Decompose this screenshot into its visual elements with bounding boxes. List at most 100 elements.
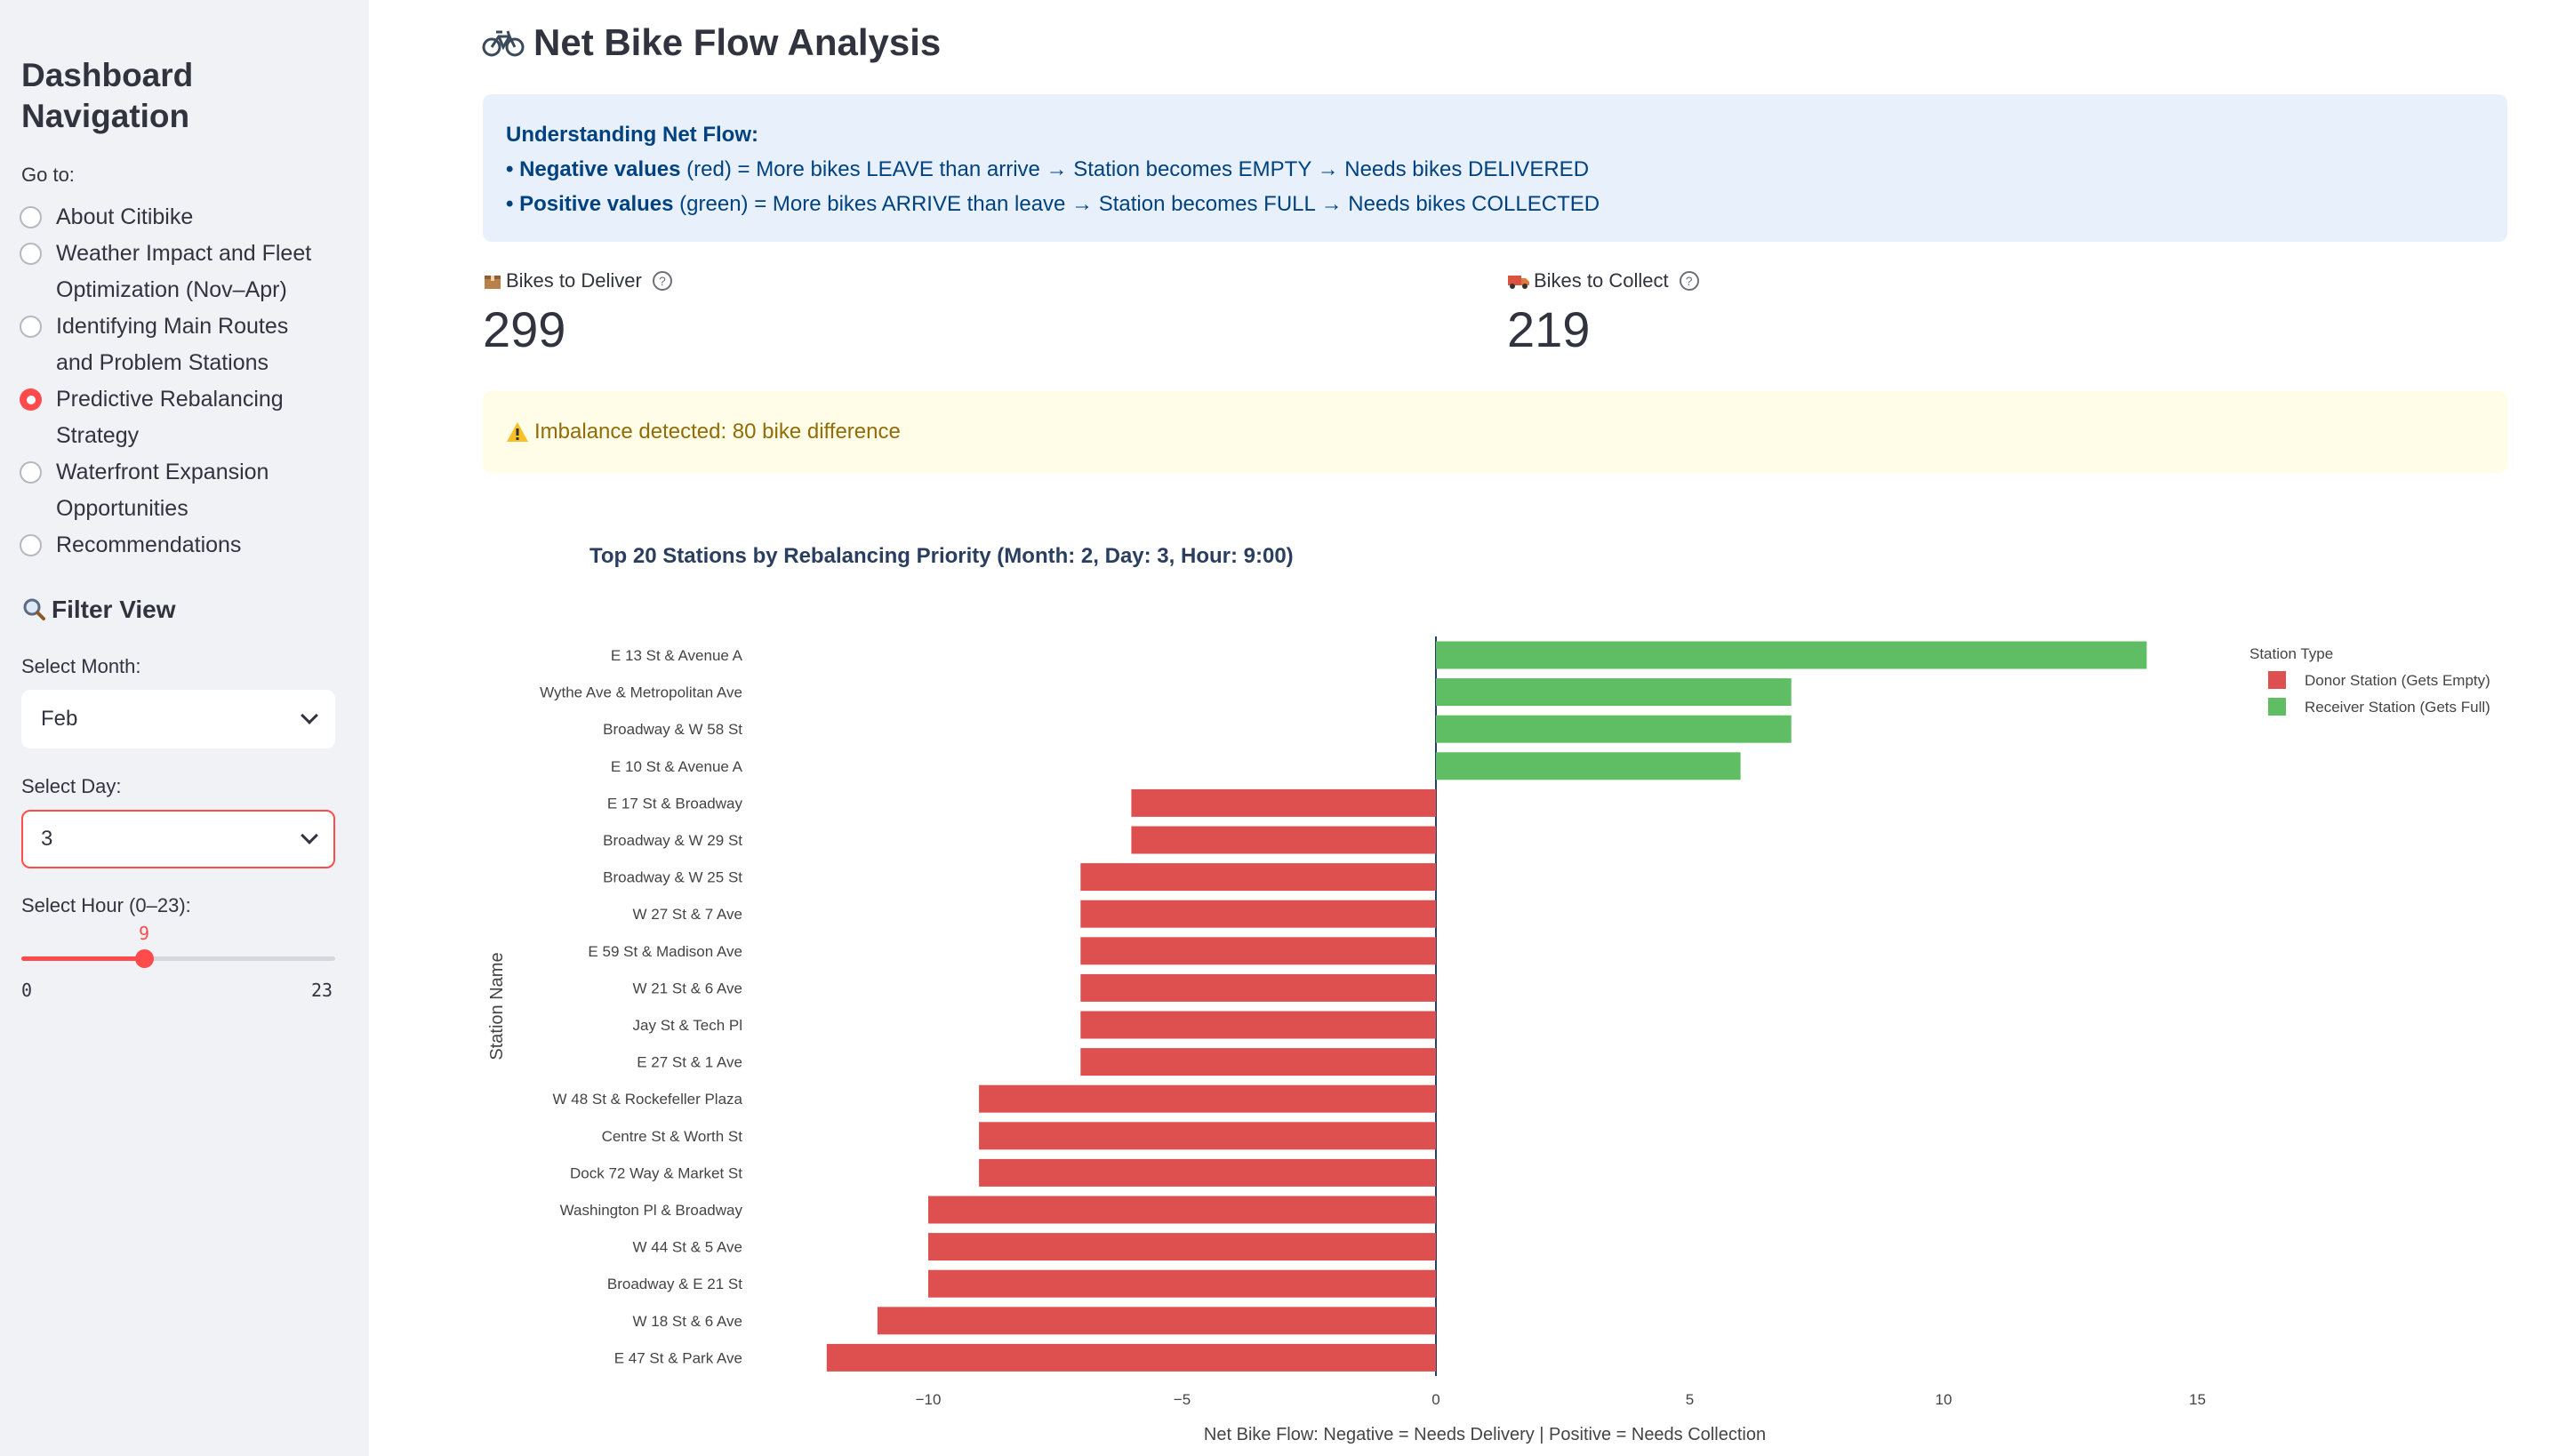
x-tick-label: −5	[1174, 1391, 1191, 1408]
nav-option-label-line1: About Citibike	[56, 204, 194, 229]
chart-bar	[1436, 752, 1741, 780]
radio-selected-icon[interactable]	[20, 388, 42, 411]
chart-bar	[1080, 900, 1436, 928]
radio-unselected-icon[interactable]	[20, 243, 42, 265]
goto-label: Go to:	[21, 164, 75, 186]
nav-option-1[interactable]: About Citibike	[20, 199, 341, 236]
collect-label-text: Bikes to Collect	[1534, 269, 1669, 292]
y-axis-label: Station Name	[487, 952, 507, 1060]
nav-option-3[interactable]: Identifying Main Routes and Problem Stati…	[20, 308, 341, 381]
legend-label: Receiver Station (Gets Full)	[2305, 699, 2490, 716]
nav-option-label-line2: and Problem Stations	[56, 350, 269, 375]
info-positive-text: (green) = More bikes ARRIVE than leave →…	[673, 192, 1600, 216]
legend-swatch	[2268, 698, 2286, 716]
y-tick-label: E 27 St & 1 Ave	[637, 1054, 742, 1071]
truck-icon	[1508, 276, 1529, 289]
info-negative-text: (red) = More bikes LEAVE than arrive → S…	[680, 157, 1590, 181]
nav-option-label: Weather Impact and Fleet Optimization (No…	[56, 236, 341, 308]
x-tick-label: 5	[1686, 1391, 1694, 1408]
nav-option-label-line2: Opportunities	[56, 496, 188, 521]
y-tick-label: Broadway & W 25 St	[603, 869, 742, 886]
nav-option-label-line2: Strategy	[56, 423, 140, 448]
month-label: Select Month:	[21, 655, 141, 677]
imbalance-warning: Imbalance detected: 80 bike difference	[483, 391, 2507, 473]
y-tick-label: Broadway & W 58 St	[603, 721, 742, 738]
month-select[interactable]: Feb	[21, 690, 335, 748]
nav-option-4[interactable]: Predictive Rebalancing Strategy	[20, 381, 341, 454]
nav-option-label-line1: Recommendations	[56, 532, 242, 557]
nav-option-label: Waterfront Expansion Opportunities	[56, 454, 341, 527]
chart-bar	[1080, 1011, 1436, 1039]
page-title: Net Bike Flow Analysis	[482, 21, 941, 64]
chart-bar	[979, 1084, 1436, 1113]
chart-bar	[979, 1158, 1436, 1187]
y-tick-label: W 21 St & 6 Ave	[633, 980, 742, 996]
nav-option-5[interactable]: Waterfront Expansion Opportunities	[20, 454, 341, 527]
nav-option-2[interactable]: Weather Impact and Fleet Optimization (No…	[20, 236, 341, 308]
chart-title: Top 20 Stations by Rebalancing Priority …	[589, 544, 1294, 568]
hour-slider-thumb[interactable]	[135, 949, 155, 968]
hour-slider-track[interactable]	[21, 949, 335, 968]
hour-slider-max: 23	[311, 980, 333, 1001]
chart-bar	[1436, 641, 2147, 669]
collect-metric-label: Bikes to Collect ?	[1507, 269, 1699, 292]
x-tick-label: 0	[1431, 1391, 1439, 1408]
chart-bar	[979, 1122, 1436, 1150]
info-heading: Understanding Net Flow:	[506, 123, 758, 147]
filter-view-title: Filter View	[52, 596, 176, 623]
chart-bar	[1080, 973, 1436, 1002]
hour-slider-fill	[21, 956, 145, 961]
nav-option-6[interactable]: Recommendations	[20, 527, 341, 564]
info-negative-bold: • Negative values	[506, 157, 681, 181]
help-icon[interactable]: ?	[1679, 271, 1699, 291]
y-tick-label: W 27 St & 7 Ave	[633, 906, 742, 923]
hour-label: Select Hour (0–23):	[21, 894, 191, 916]
y-tick-label: Broadway & W 29 St	[603, 832, 742, 849]
radio-unselected-icon[interactable]	[20, 206, 42, 228]
chart-bar	[1436, 715, 1792, 743]
y-tick-label: Jay St & Tech Pl	[633, 1017, 742, 1034]
nav-option-label-line1: Waterfront Expansion	[56, 460, 269, 484]
y-tick-label: Washington Pl & Broadway	[560, 1202, 743, 1219]
chart-bar	[928, 1233, 1436, 1261]
y-tick-label: W 48 St & Rockefeller Plaza	[552, 1091, 742, 1108]
info-negative-line: • Negative values (red) = More bikes LEA…	[506, 152, 2484, 187]
x-axis-label: Net Bike Flow: Negative = Needs Delivery…	[1204, 1425, 1766, 1444]
radio-unselected-icon[interactable]	[20, 461, 42, 484]
chart-bar	[1080, 863, 1436, 892]
info-positive-bold: • Positive values	[506, 192, 674, 216]
chart-bar	[1080, 1048, 1436, 1076]
package-icon	[485, 276, 501, 289]
nav-option-label-line2: Optimization (Nov–Apr)	[56, 277, 287, 302]
chart-bar	[1436, 678, 1792, 707]
collect-metric-value: 219	[1507, 301, 1591, 357]
chart-bar	[826, 1343, 1436, 1372]
y-tick-label: E 47 St & Park Ave	[614, 1349, 742, 1366]
info-callout: Understanding Net Flow: • Negative value…	[483, 94, 2507, 242]
chart-bar	[928, 1269, 1436, 1298]
y-tick-label: Broadway & E 21 St	[607, 1276, 742, 1292]
day-label: Select Day:	[21, 775, 122, 797]
hour-slider-min: 0	[21, 980, 33, 1001]
page-title-text: Net Bike Flow Analysis	[533, 21, 942, 63]
chart-bar	[877, 1307, 1436, 1335]
legend-label: Donor Station (Gets Empty)	[2305, 672, 2490, 689]
help-icon[interactable]: ?	[652, 271, 672, 291]
sidebar: Dashboard Navigation Go to: About Citibi…	[0, 0, 369, 1456]
radio-unselected-icon[interactable]	[20, 316, 42, 338]
info-positive-line: • Positive values (green) = More bikes A…	[506, 187, 2484, 221]
day-select[interactable]: 3	[21, 810, 335, 868]
y-tick-label: W 44 St & 5 Ave	[633, 1239, 742, 1256]
chart-bar	[928, 1196, 1436, 1224]
nav-option-label: Recommendations	[56, 527, 341, 564]
nav-option-label: Predictive Rebalancing Strategy	[56, 381, 341, 454]
radio-unselected-icon[interactable]	[20, 534, 42, 556]
x-tick-label: 10	[1936, 1391, 1953, 1408]
nav-option-label: About Citibike	[56, 199, 341, 236]
sidebar-title-line1: Dashboard	[21, 57, 194, 93]
imbalance-warning-text: Imbalance detected: 80 bike difference	[534, 420, 901, 444]
deliver-metric-value: 299	[483, 301, 566, 357]
nav-option-label-line1: Identifying Main Routes	[56, 314, 289, 339]
sidebar-title: Dashboard Navigation	[21, 55, 193, 137]
